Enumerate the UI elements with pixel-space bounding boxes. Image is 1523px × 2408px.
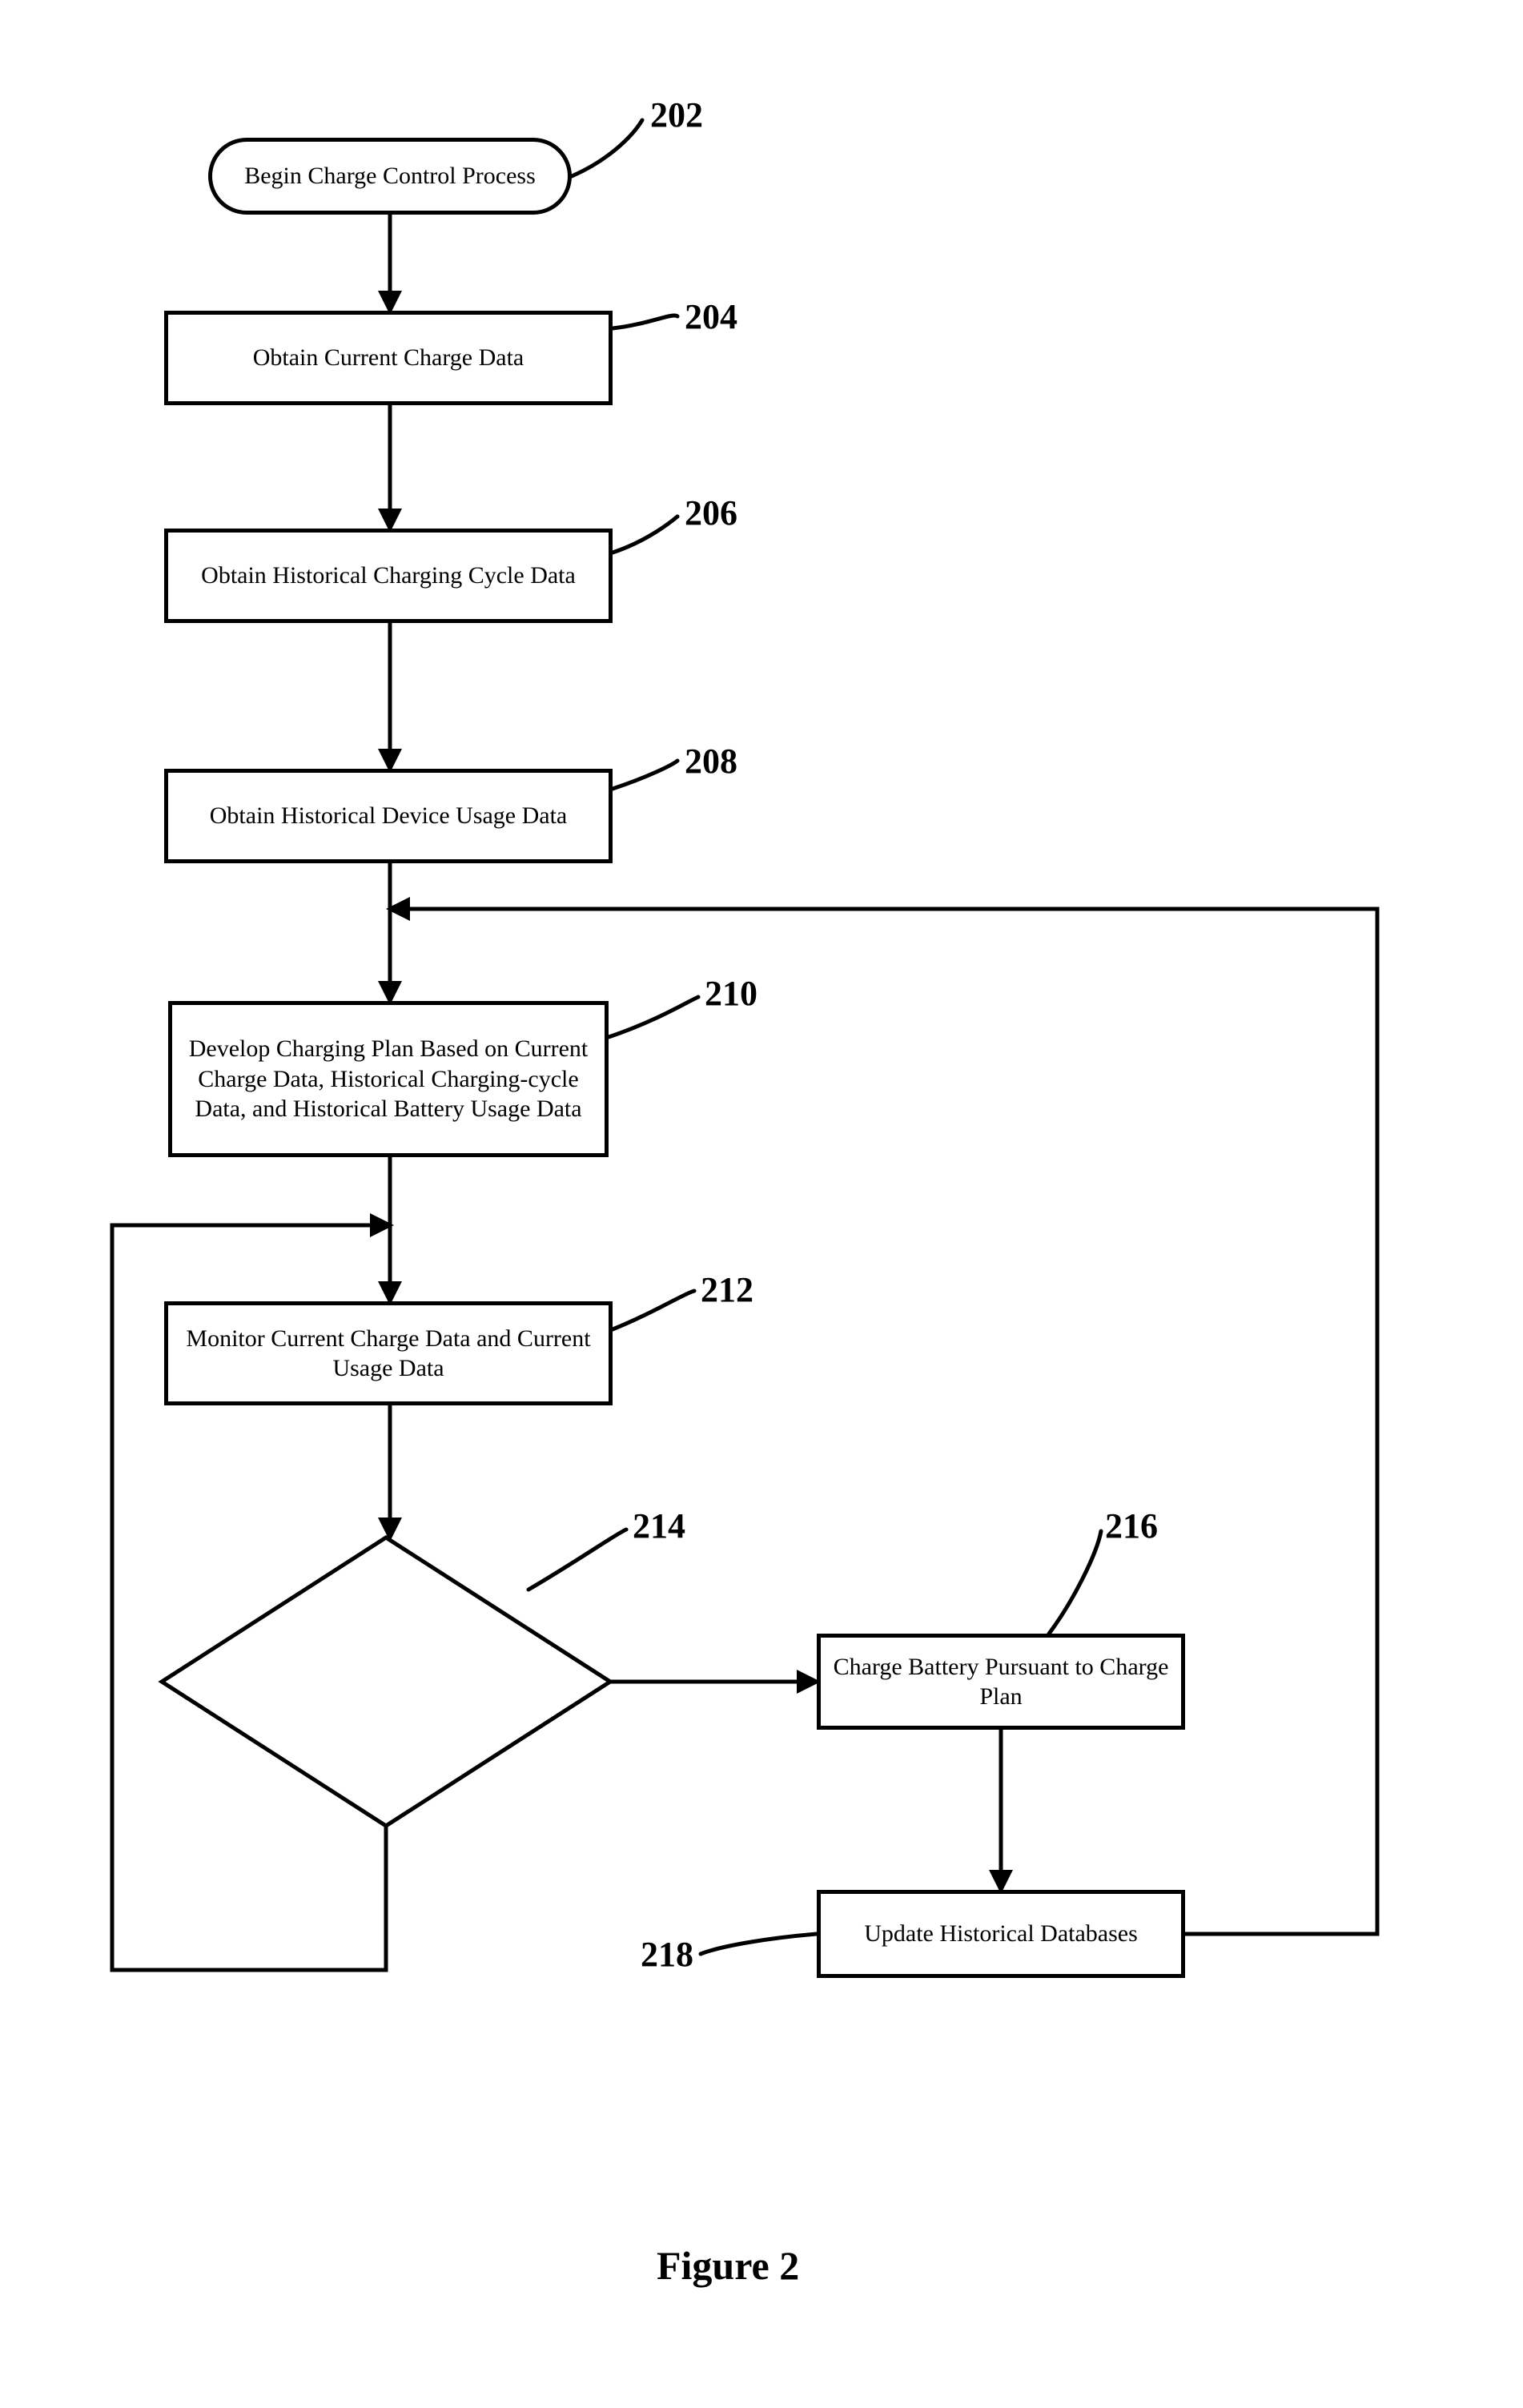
label-204: 204 — [685, 296, 737, 337]
node-begin-text: Begin Charge Control Process — [238, 161, 542, 191]
node-develop-plan: Develop Charging Plan Based on Current C… — [168, 1001, 609, 1157]
node-obtain-historical-usage: Obtain Historical Device Usage Data — [164, 769, 613, 863]
node-monitor: Monitor Current Charge Data and Current … — [164, 1301, 613, 1405]
node-obtain-historical-cycle: Obtain Historical Charging Cycle Data — [164, 529, 613, 623]
node-begin: Begin Charge Control Process — [208, 138, 572, 215]
node-update-db: Update Historical Databases — [817, 1890, 1185, 1978]
label-218: 218 — [641, 1934, 693, 1975]
node-204-text: Obtain Current Charge Data — [247, 343, 531, 373]
label-214: 214 — [633, 1506, 685, 1546]
node-obtain-current-charge: Obtain Current Charge Data — [164, 311, 613, 405]
flowchart-canvas: Begin Charge Control Process 202 Obtain … — [0, 0, 1523, 2408]
figure-caption: Figure 2 — [657, 2242, 799, 2289]
node-206-text: Obtain Historical Charging Cycle Data — [195, 561, 582, 591]
label-202: 202 — [650, 94, 703, 135]
label-206: 206 — [685, 492, 737, 533]
node-charge-now-text: Charge Now? — [274, 1650, 498, 1714]
node-216-text: Charge Battery Pursuant to Charge Plan — [821, 1652, 1181, 1712]
label-216: 216 — [1105, 1506, 1158, 1546]
label-212: 212 — [701, 1269, 753, 1310]
node-212-text: Monitor Current Charge Data and Current … — [168, 1324, 609, 1384]
label-210: 210 — [705, 973, 757, 1014]
node-charge-battery: Charge Battery Pursuant to Charge Plan — [817, 1634, 1185, 1730]
node-218-text: Update Historical Databases — [858, 1919, 1144, 1949]
label-208: 208 — [685, 741, 737, 782]
node-210-text: Develop Charging Plan Based on Current C… — [172, 1034, 605, 1124]
node-208-text: Obtain Historical Device Usage Data — [203, 801, 574, 831]
